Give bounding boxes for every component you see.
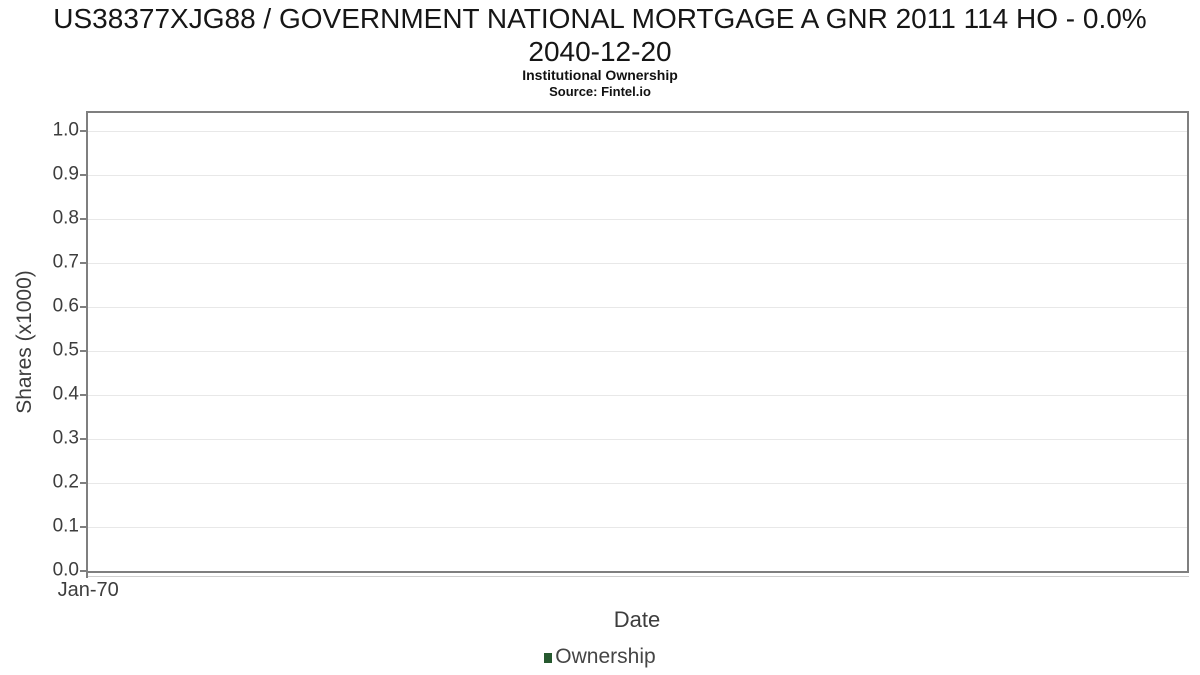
gridline: [88, 395, 1187, 396]
gridline: [88, 219, 1187, 220]
y-axis-tick-mark: [80, 438, 86, 440]
gridline: [88, 351, 1187, 352]
x-axis-baseline: [86, 576, 1189, 577]
gridline: [88, 527, 1187, 528]
y-axis-tick-label: 0.5: [52, 339, 79, 361]
y-axis-tick-label: 0.7: [52, 251, 79, 273]
y-axis-tick-label: 0.8: [52, 207, 79, 229]
y-axis-tick-label: 1.0: [52, 119, 79, 141]
y-axis-tick-label: 0.0: [52, 559, 79, 581]
gridline: [88, 263, 1187, 264]
y-axis-tick-label: 0.6: [52, 295, 79, 317]
x-axis-tick-label: Jan-70: [57, 579, 119, 601]
legend: Ownership: [0, 645, 1200, 669]
x-axis-label: Date: [613, 607, 661, 632]
chart-subtitle: Institutional Ownership: [522, 67, 678, 83]
y-axis-tick-label: 0.3: [52, 427, 79, 449]
chart-source-credit: Source: Fintel.io: [549, 84, 651, 99]
chart-title-line1: US38377XJG88 / GOVERNMENT NATIONAL MORTG…: [53, 3, 1147, 34]
chart-title-line2: 2040-12-20: [528, 36, 672, 67]
gridline: [88, 175, 1187, 176]
y-axis-tick-label: 0.9: [52, 163, 79, 185]
y-axis-tick-mark: [80, 482, 86, 484]
y-axis-tick-mark: [80, 306, 86, 308]
y-axis-tick-mark: [80, 262, 86, 264]
plot-area: [86, 111, 1189, 573]
legend-marker-ownership: [544, 653, 553, 663]
y-axis-tick-label: 0.1: [52, 515, 79, 537]
y-axis-tick-mark: [80, 526, 86, 528]
y-axis-tick-label: 0.4: [52, 383, 79, 405]
y-axis-tick-mark: [80, 570, 86, 572]
y-axis-tick-label: 0.2: [52, 471, 79, 493]
gridline: [88, 483, 1187, 484]
y-axis-tick-mark: [80, 218, 86, 220]
gridline: [88, 439, 1187, 440]
y-axis-tick-mark: [80, 174, 86, 176]
legend-label-ownership: Ownership: [555, 645, 656, 668]
chart-title: US38377XJG88 / GOVERNMENT NATIONAL MORTG…: [0, 2, 1200, 68]
gridline: [88, 131, 1187, 132]
y-axis-tick-mark: [80, 350, 86, 352]
x-axis-tick-mark: [86, 573, 88, 578]
y-axis-tick-mark: [80, 394, 86, 396]
gridline: [88, 307, 1187, 308]
y-axis-tick-mark: [80, 130, 86, 132]
